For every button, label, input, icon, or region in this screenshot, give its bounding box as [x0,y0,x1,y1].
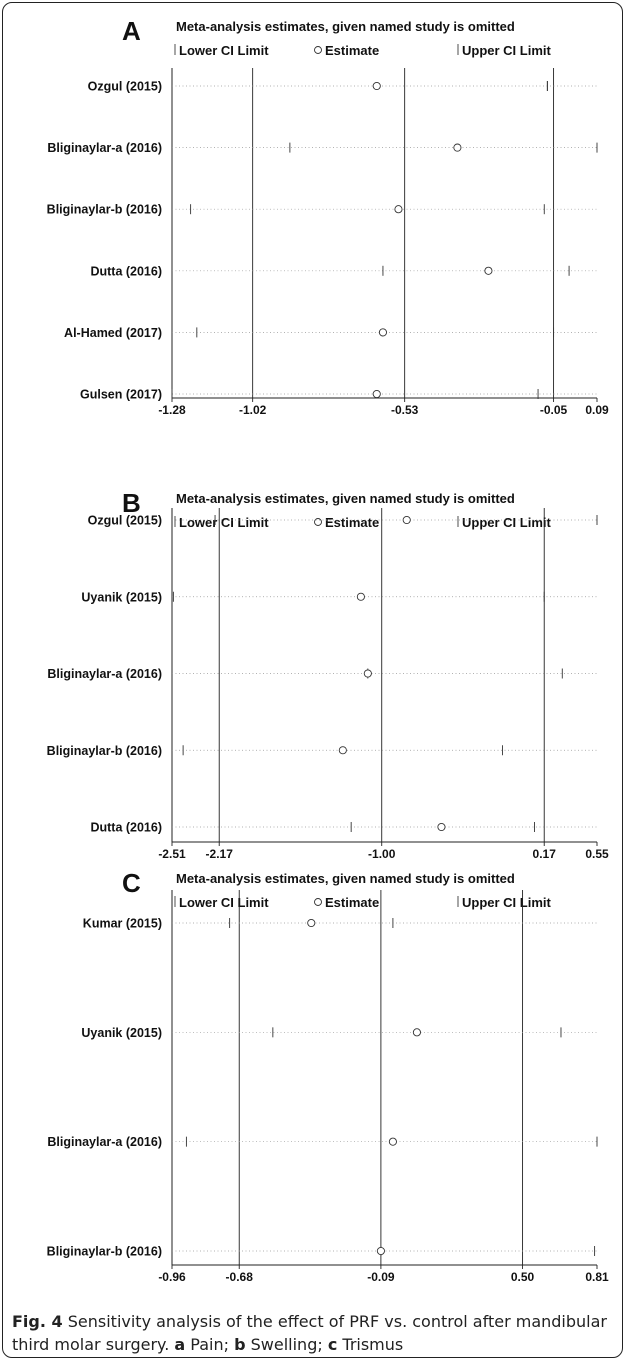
panel-a-study-label-2: Bliginaylar-b (2016) [47,203,162,217]
panel-b-tick-label-4: 0.55 [585,847,609,861]
panel-c-study-estimate-3 [376,1246,385,1256]
panel-a-legend-lower: Lower CI Limit [179,43,269,58]
panel-a-study-label-1: Bliginaylar-a (2016) [47,141,162,155]
panel-a-study-estimate-3 [484,266,493,275]
panel-a-study-label-0: Ozgul (2015) [88,80,162,94]
panel-c-tick-label-1: -0.68 [226,1270,254,1284]
caption-b: b [234,1335,246,1354]
panel-b-study-label-2: Bliginaylar-a (2016) [47,667,162,681]
caption-b-text: Swelling; [245,1335,328,1354]
panel-b-study-estimate-2 [363,669,372,678]
panel-a-study-label-4: Al-Hamed (2017) [64,326,162,340]
caption-fig-label: Fig. 4 [12,1312,63,1331]
panel-c-legend-upper: Upper CI Limit [462,895,552,910]
panel-a-study-label-5: Gulsen (2017) [80,388,162,402]
panel-a-legend-estimate-mark [314,46,322,54]
panel-a-tick-label-2: -0.53 [391,403,419,417]
panel-a-study-estimate-5 [372,389,381,399]
panel-b-study-estimate-3 [338,746,347,755]
panel-a-study-estimate-4 [378,328,387,337]
panel-b-study-label-4: Dutta (2016) [90,821,162,835]
panel-c-study-label-2: Bliginaylar-a (2016) [47,1135,162,1149]
panel-c-tick-label-2: -0.09 [367,1270,395,1284]
panel-a-tick-label-1: -1.02 [239,403,267,417]
panel-c-study-estimate-1 [412,1028,421,1037]
panel-b-tick-label-1: -2.17 [206,847,234,861]
panel-c-legend-lower: Lower CI Limit [179,895,269,910]
panel-b-legend-upper: Upper CI Limit [462,515,552,530]
panel-b-tick-label-2: -1.00 [368,847,396,861]
panel-a-study-estimate-2 [394,205,403,214]
panel-b-study-estimate-1 [356,592,365,601]
panel-c-legend-estimate-mark [314,898,322,906]
caption-text: Sensitivity analysis of the effect of PR… [12,1312,607,1354]
panel-a-title: Meta-analysis estimates, given named stu… [176,19,515,34]
panel-c-study-label-0: Kumar (2015) [83,917,162,931]
panel-c-title: Meta-analysis estimates, given named stu… [176,871,515,886]
panel-c-study-estimate-2 [388,1137,397,1146]
figure-caption: Fig. 4 Sensitivity analysis of the effec… [12,1310,612,1356]
panel-b-study-label-1: Uyanik (2015) [81,590,162,604]
panel-a-study-label-3: Dutta (2016) [90,264,162,278]
panel-c-legend-estimate: Estimate [325,895,379,910]
caption-c: c [327,1335,338,1354]
caption-a: a [174,1335,186,1354]
panel-b-tick-label-3: 0.17 [533,847,557,861]
panel-b-label: B [122,488,141,518]
panel-c-study-estimate-0 [307,918,316,928]
panel-c-tick-label-0: -0.96 [158,1270,186,1284]
panel-b-legend-estimate-mark [314,518,322,526]
caption-c-text: Trismus [337,1335,404,1354]
caption-a-text: Pain; [185,1335,235,1354]
panel-a-study-estimate-1 [453,143,462,152]
panel-a-label: A [122,16,141,46]
panel-c-label: C [122,868,141,898]
panel-b-study-estimate-0 [402,515,411,525]
panel-a-study-estimate-0 [372,81,381,91]
panel-c-tick-label-4: 0.81 [585,1270,609,1284]
panel-b-tick-label-0: -2.51 [158,847,186,861]
panel-c-study-label-3: Bliginaylar-b (2016) [47,1245,162,1259]
panel-b-study-label-3: Bliginaylar-b (2016) [47,744,162,758]
panel-b-study-estimate-4 [437,822,446,832]
panel-a-tick-label-4: 0.09 [585,403,609,417]
panel-c-tick-label-3: 0.50 [511,1270,535,1284]
panel-a-legend-upper: Upper CI Limit [462,43,552,58]
panel-a-tick-label-0: -1.28 [158,403,186,417]
panel-b-title: Meta-analysis estimates, given named stu… [176,491,515,506]
panel-b-legend-estimate: Estimate [325,515,379,530]
panel-c-study-label-1: Uyanik (2015) [81,1026,162,1040]
panel-a-legend-estimate: Estimate [325,43,379,58]
panel-a-tick-label-3: -0.05 [540,403,568,417]
panel-b-study-label-0: Ozgul (2015) [88,514,162,528]
panel-b-legend-lower: Lower CI Limit [179,515,269,530]
